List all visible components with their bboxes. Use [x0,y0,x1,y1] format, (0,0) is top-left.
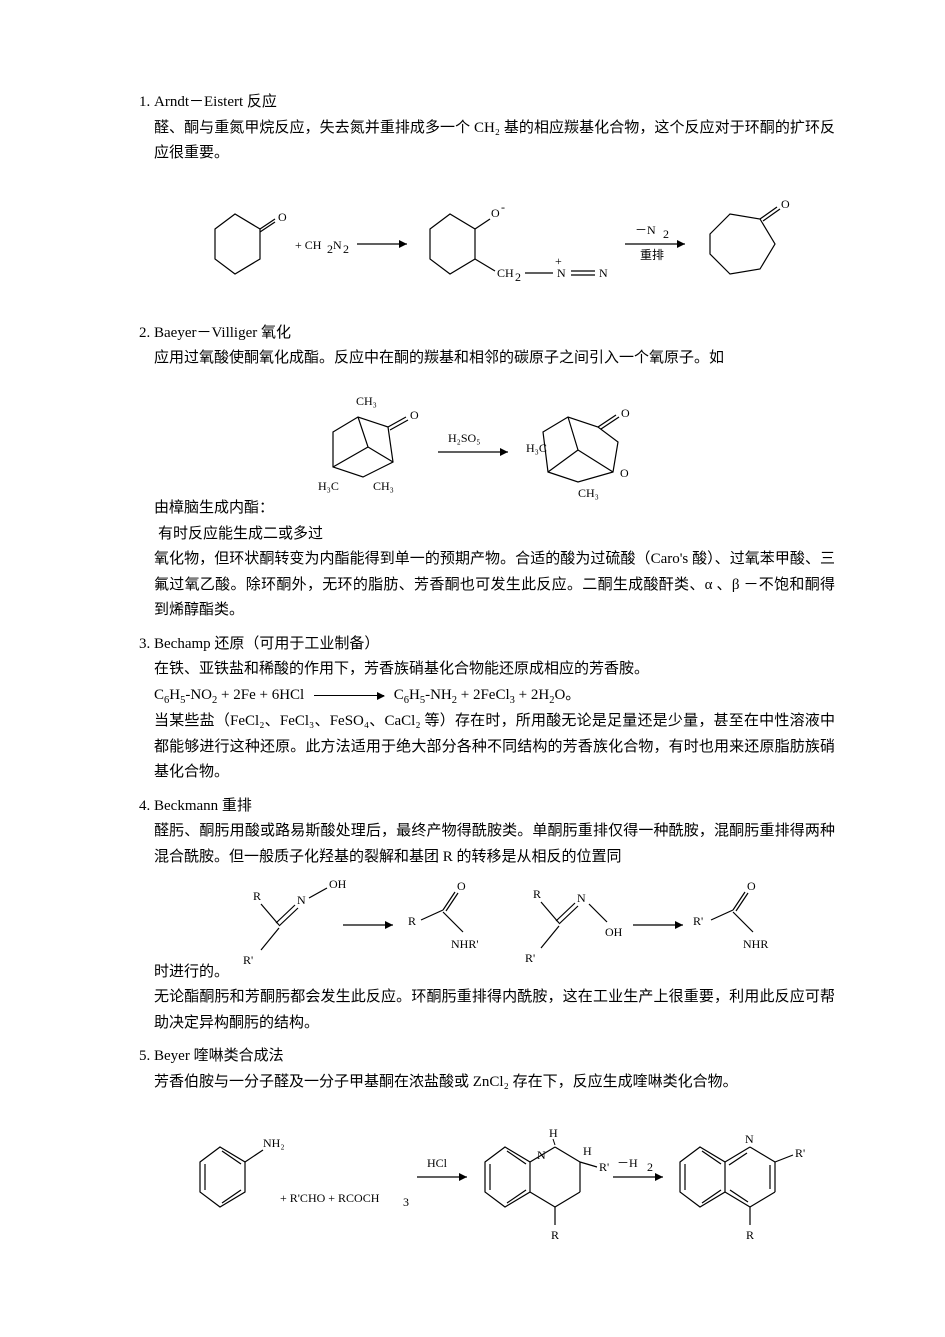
svg-text:N: N [297,893,306,907]
svg-text:O: O [621,406,630,420]
list-item-4: Beckmann 重排 醛肟、酮肟用酸或路易斯酸处理后，最终产物得酰胺类。单酮肟… [154,794,835,1037]
svg-text:+ R'CHO + RCOCH: + R'CHO + RCOCH [280,1191,380,1205]
svg-text:H: H [549,1126,558,1140]
svg-text:N: N [577,891,586,905]
item-5-title: Beyer 喹啉类合成法 [154,1048,284,1064]
item-4-lead: 醛肟、酮肟用酸或路易斯酸处理后，最终产物得酰胺类。单酮肟重排仅得一种酰胺，混酮肟… [154,819,835,870]
item-2-fig-prefix: 由樟脑生成内酯： [154,496,274,522]
item-4-title: Beckmann 重排 [154,798,252,814]
svg-text:N: N [333,238,342,252]
item-2-body-after: 氧化物，但环状酮转变为内酯能得到单一的预期产物。合适的酸为过硫酸（Caro's … [154,547,835,624]
svg-text:OH: OH [605,925,623,939]
document-page: Arndt－Eistert 反应 醛、酮与重氮甲烷反应，失去氮并重排成多一个 C… [0,0,945,1337]
svg-text:O: O [278,210,287,224]
item-3-title: Bechamp 还原（可用于工业制备） [154,636,379,652]
item-4-figure: R N OH R' R O [233,870,813,985]
svg-text:N: N [537,1148,546,1162]
svg-text:CH₃: CH₃ [373,479,394,493]
item-1-title: Arndt－Eistert 反应 [154,94,277,110]
item-3-body: 在铁、亚铁盐和稀酸的作用下，芳香族硝基化合物能还原成相应的芳香胺。 [154,657,835,683]
item-1-body: 醛、酮与重氮甲烷反应，失去氮并重排成多一个 CH₂ 基的相应羰基化合物，这个反应… [154,116,835,167]
svg-text:H₃C: H₃C [526,441,547,455]
item-4-body-after: 无论酯酮肟和芳酮肟都会发生此反应。环酮肟重排得内酰胺，这在工业生产上很重要，利用… [154,985,835,1036]
svg-text:R': R' [795,1146,805,1160]
svg-text:H₂SO₅: H₂SO₅ [448,431,480,445]
svg-text:OH: OH [329,877,347,891]
svg-text:H: H [583,1144,592,1158]
svg-text:HCl: HCl [427,1156,448,1170]
svg-text:O: O [747,879,756,893]
svg-text:+: + [555,254,562,268]
svg-text:重排: 重排 [640,248,664,262]
svg-text:2: 2 [515,270,521,284]
long-arrow-icon [314,695,384,696]
svg-text:O: O [457,879,466,893]
svg-text:－N: －N [635,223,656,237]
item-1-figure: O + CH 2 N 2 O - CH [154,179,835,309]
svg-text:R: R [253,889,261,903]
item-2-title: Baeyer－Villiger 氧化 [154,325,291,341]
item-4-figure-row: 时进行的。 R N OH R' R [154,870,835,985]
svg-text:H₃C: H₃C [318,479,339,493]
svg-text:O: O [620,466,629,480]
svg-text:3: 3 [403,1195,409,1209]
svg-text:2: 2 [647,1160,653,1174]
item-3-body2: 当某些盐（FeCl₂、FeCl₃、FeSO₄、CaCl₂ 等）存在时，所用酸无论… [154,709,835,786]
list-item-2: Baeyer－Villiger 氧化 应用过氧酸使酮氧化成酯。反应中在酮的羰基和… [154,321,835,624]
svg-text:N: N [745,1132,754,1146]
svg-text:R': R' [525,951,535,965]
list-item-5: Beyer 喹啉类合成法 芳香伯胺与一分子醛及一分子甲基酮在浓盐酸或 ZnCl₂… [154,1044,835,1257]
svg-text:O: O [410,408,419,422]
svg-text:-: - [501,200,505,214]
item-2-figure-row: 由樟脑生成内酯： CH₃ H₃C CH₃ O H₂SO₅ [154,372,835,548]
svg-text:CH₃: CH₃ [578,486,599,500]
svg-text:+ CH: + CH [295,238,322,252]
svg-text:N: N [557,266,566,280]
svg-text:R: R [408,914,416,928]
svg-text:CH₃: CH₃ [356,394,377,408]
svg-text:2: 2 [663,227,669,241]
list-item-1: Arndt－Eistert 反应 醛、酮与重氮甲烷反应，失去氮并重排成多一个 C… [154,90,835,309]
svg-text:NH₂: NH₂ [263,1136,285,1150]
item-2-figure: CH₃ H₃C CH₃ O H₂SO₅ [278,372,698,522]
svg-text:O: O [781,197,790,211]
svg-text:R: R [746,1228,754,1242]
svg-text:O: O [491,206,500,220]
reaction-list: Arndt－Eistert 反应 醛、酮与重氮甲烷反应，失去氮并重排成多一个 C… [130,90,835,1257]
svg-text:NHR: NHR [743,937,768,951]
item-3-equation: C6H5-NO2 + 2Fe + 6HCl C6H5-NH2 + 2FeCl3 … [154,683,835,710]
svg-text:2: 2 [343,242,349,256]
list-item-3: Bechamp 还原（可用于工业制备） 在铁、亚铁盐和稀酸的作用下，芳香族硝基化… [154,632,835,786]
svg-text:R: R [533,887,541,901]
svg-text:NHR': NHR' [451,937,479,951]
svg-text:N: N [599,266,608,280]
svg-text:R': R' [599,1160,609,1174]
item-5-figure: NH₂ + R'CHO + RCOCH 3 HCl [154,1107,835,1257]
svg-text:CH: CH [497,266,514,280]
svg-text:－H: －H [617,1156,638,1170]
item-2-lead: 应用过氧酸使酮氧化成酯。反应中在酮的羰基和相邻的碳原子之间引入一个氧原子。如 [154,346,835,372]
item-4-fig-prefix: 时进行的。 [154,960,229,986]
item-2-fig-suffix: 有时反应能生成二或多过 [158,522,323,548]
svg-text:R: R [551,1228,559,1242]
svg-text:R': R' [693,914,703,928]
svg-text:R': R' [243,953,253,967]
item-5-body: 芳香伯胺与一分子醛及一分子甲基酮在浓盐酸或 ZnCl₂ 存在下，反应生成喹啉类化… [154,1070,835,1096]
